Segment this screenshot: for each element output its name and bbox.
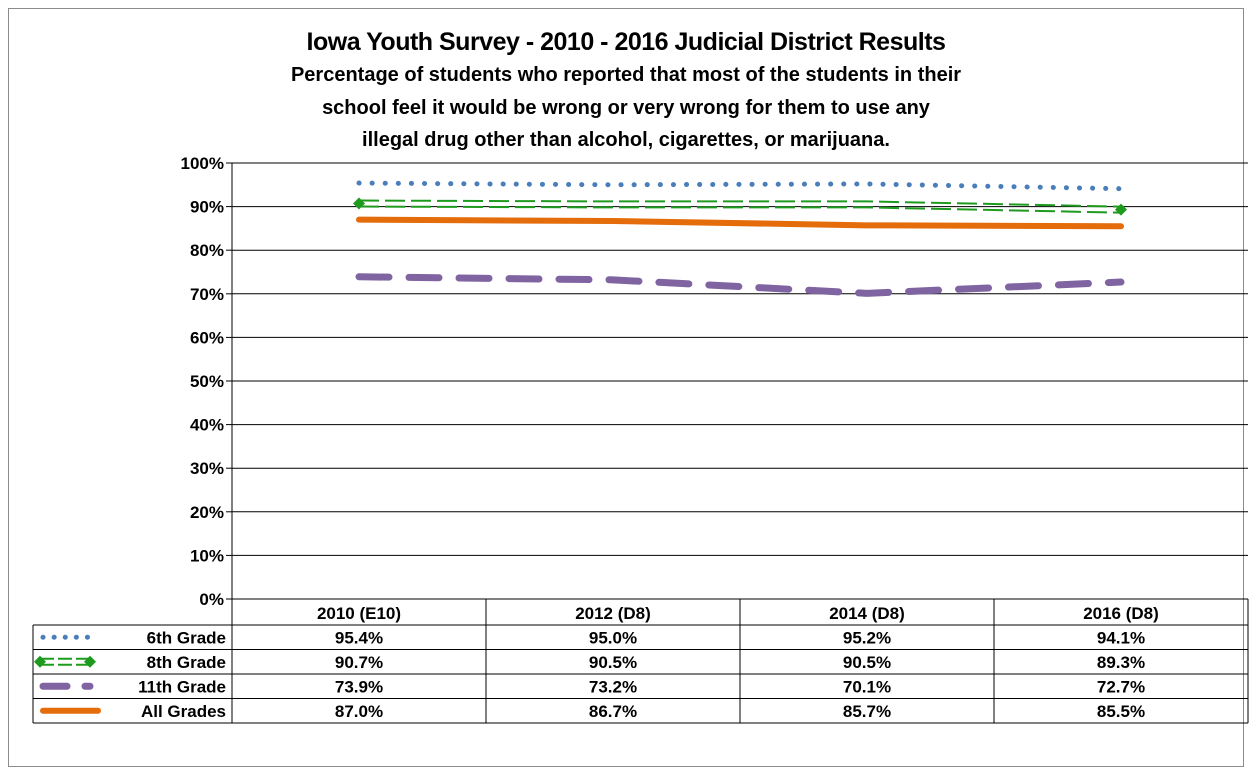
table-value: 73.2% xyxy=(589,677,637,696)
y-tick-label: 40% xyxy=(190,416,224,435)
series-line-3 xyxy=(356,216,1124,230)
table-value: 87.0% xyxy=(335,702,383,721)
series-line-1 xyxy=(358,199,1122,208)
y-tick-label: 30% xyxy=(190,459,224,478)
series-line-0 xyxy=(356,180,1124,192)
table-value: 70.1% xyxy=(843,677,891,696)
table-value: 85.5% xyxy=(1097,702,1145,721)
series-line-1 xyxy=(358,205,1122,214)
chart-frame xyxy=(8,8,1244,767)
chart-subtitle-line-3: illegal drug other than alcohol, cigaret… xyxy=(362,129,890,151)
y-tick-label: 80% xyxy=(190,241,224,260)
chart-title: Iowa Youth Survey - 2010 - 2016 Judicial… xyxy=(306,28,946,56)
series-marker xyxy=(1115,203,1127,216)
x-category-label: 2014 (D8) xyxy=(829,604,905,623)
y-tick-label: 60% xyxy=(190,328,224,347)
x-category-label: 2012 (D8) xyxy=(575,604,651,623)
y-tick-label: 50% xyxy=(190,372,224,391)
table-value: 95.0% xyxy=(589,628,637,647)
table-value: 90.7% xyxy=(335,653,383,672)
y-tick-label: 90% xyxy=(190,198,224,217)
legend-label: All Grades xyxy=(141,702,226,721)
table-value: 85.7% xyxy=(843,702,891,721)
series-marker xyxy=(353,197,365,210)
table-value: 86.7% xyxy=(589,702,637,721)
x-category-label: 2010 (E10) xyxy=(317,604,401,623)
table-value: 90.5% xyxy=(589,653,637,672)
y-tick-label: 20% xyxy=(190,503,224,522)
y-tick-label: 10% xyxy=(190,546,224,565)
legend-key-marker xyxy=(34,655,46,668)
table-value: 73.9% xyxy=(335,677,383,696)
table-value: 89.3% xyxy=(1097,653,1145,672)
y-tick-label: 70% xyxy=(190,285,224,304)
series-line-2 xyxy=(355,273,1125,297)
table-value: 95.2% xyxy=(843,628,891,647)
legend-label: 6th Grade xyxy=(147,628,226,647)
table-value: 72.7% xyxy=(1097,677,1145,696)
y-tick-label: 100% xyxy=(181,154,224,173)
y-tick-label: 0% xyxy=(199,590,224,609)
x-category-label: 2016 (D8) xyxy=(1083,604,1159,623)
legend-label: 8th Grade xyxy=(147,653,226,672)
chart-subtitle-line-2: school feel it would be wrong or very wr… xyxy=(322,97,930,119)
table-value: 94.1% xyxy=(1097,628,1145,647)
chart-subtitle-line-1: Percentage of students who reported that… xyxy=(290,64,962,86)
legend-label: 11th Grade xyxy=(138,677,226,696)
table-value: 90.5% xyxy=(843,653,891,672)
legend-key-marker xyxy=(84,655,96,668)
table-value: 95.4% xyxy=(335,628,383,647)
